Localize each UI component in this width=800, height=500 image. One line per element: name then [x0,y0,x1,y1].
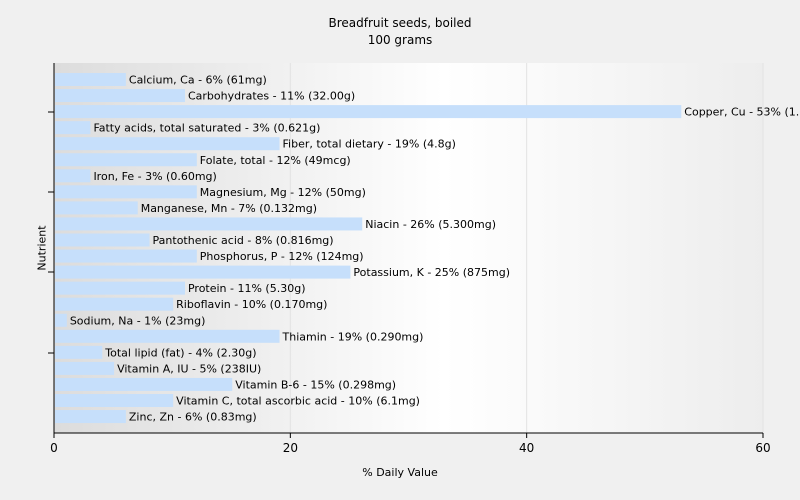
bar [55,329,280,343]
plot-background [54,63,763,433]
bar [55,233,150,247]
y-axis-title: Nutrient [35,225,49,271]
bar [55,89,185,103]
bar-label: Riboflavin - 10% (0.170mg) [176,298,327,311]
bar [55,313,67,327]
bar [55,201,138,215]
bar [55,249,197,263]
bar [55,297,174,311]
bar [55,137,280,151]
bar-label: Copper, Cu - 53% (1.069mg) [684,106,800,119]
bar-label: Pantothenic acid - 8% (0.816mg) [153,234,334,247]
x-tick-label: 60 [755,441,770,455]
chart-title: Breadfruit seeds, boiled [328,16,472,30]
bar [55,185,197,199]
bar-label: Folate, total - 12% (49mcg) [200,154,351,167]
bar [55,410,126,424]
bar-label: Protein - 11% (5.30g) [188,282,306,295]
x-tick-label: 40 [519,441,534,455]
bar [55,281,185,295]
x-tick-label: 0 [50,441,58,455]
bar-label: Niacin - 26% (5.300mg) [365,218,496,231]
bar-label: Sodium, Na - 1% (23mg) [70,314,206,327]
bar [55,105,682,119]
bar-label: Calcium, Ca - 6% (61mg) [129,74,267,87]
bar-label: Magnesium, Mg - 12% (50mg) [200,186,366,199]
bar-label: Carbohydrates - 11% (32.00g) [188,90,355,103]
bar-label: Fiber, total dietary - 19% (4.8g) [283,138,456,151]
bar [55,377,233,391]
bar-label: Total lipid (fat) - 4% (2.30g) [104,346,256,359]
bar-label: Vitamin B-6 - 15% (0.298mg) [235,378,396,391]
bar-label: Phosphorus, P - 12% (124mg) [200,250,364,263]
bar [55,169,91,183]
bar-label: Iron, Fe - 3% (0.60mg) [93,170,216,183]
bar [55,153,197,167]
bar-label: Zinc, Zn - 6% (0.83mg) [129,411,257,424]
bar [55,217,363,231]
x-tick-label: 20 [283,441,298,455]
bar-label: Vitamin C, total ascorbic acid - 10% (6.… [176,395,420,408]
bar-label: Manganese, Mn - 7% (0.132mg) [141,202,317,215]
bar [55,265,351,279]
bar [55,361,115,375]
bar [55,73,126,86]
bar-label: Thiamin - 19% (0.290mg) [282,330,424,343]
x-axis-title: % Daily Value [362,466,438,479]
bar [55,394,174,407]
bar [55,345,103,359]
bar [55,121,91,135]
bar-label: Potassium, K - 25% (875mg) [353,266,510,279]
chart-subtitle: 100 grams [367,33,433,47]
bar-label: Fatty acids, total saturated - 3% (0.621… [93,122,320,135]
bar-label: Vitamin A, IU - 5% (238IU) [117,362,261,375]
